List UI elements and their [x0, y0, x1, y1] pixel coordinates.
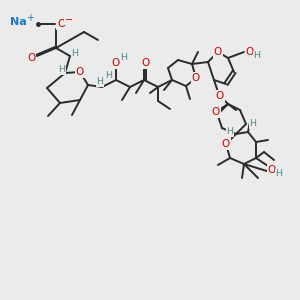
Text: O: O [268, 165, 276, 175]
Text: O: O [192, 73, 200, 83]
Text: O: O [216, 91, 224, 101]
Text: H: H [121, 52, 128, 62]
Text: O: O [76, 67, 84, 77]
Text: H: H [58, 65, 65, 74]
Text: H: H [250, 119, 256, 128]
Text: O: O [57, 19, 65, 29]
Text: O: O [112, 58, 120, 68]
Text: −: − [65, 15, 73, 25]
Text: H: H [97, 77, 104, 86]
Text: H: H [226, 128, 233, 136]
Text: O: O [246, 47, 254, 57]
Text: O: O [27, 53, 35, 63]
Text: H: H [106, 70, 112, 80]
Text: O: O [222, 139, 230, 149]
Text: H: H [71, 49, 79, 58]
Text: Na: Na [10, 17, 26, 27]
Text: H: H [275, 169, 283, 178]
Text: O: O [214, 47, 222, 57]
Text: O: O [141, 58, 149, 68]
Text: H: H [254, 52, 260, 61]
Text: O: O [212, 107, 220, 117]
Text: +: + [26, 13, 34, 23]
